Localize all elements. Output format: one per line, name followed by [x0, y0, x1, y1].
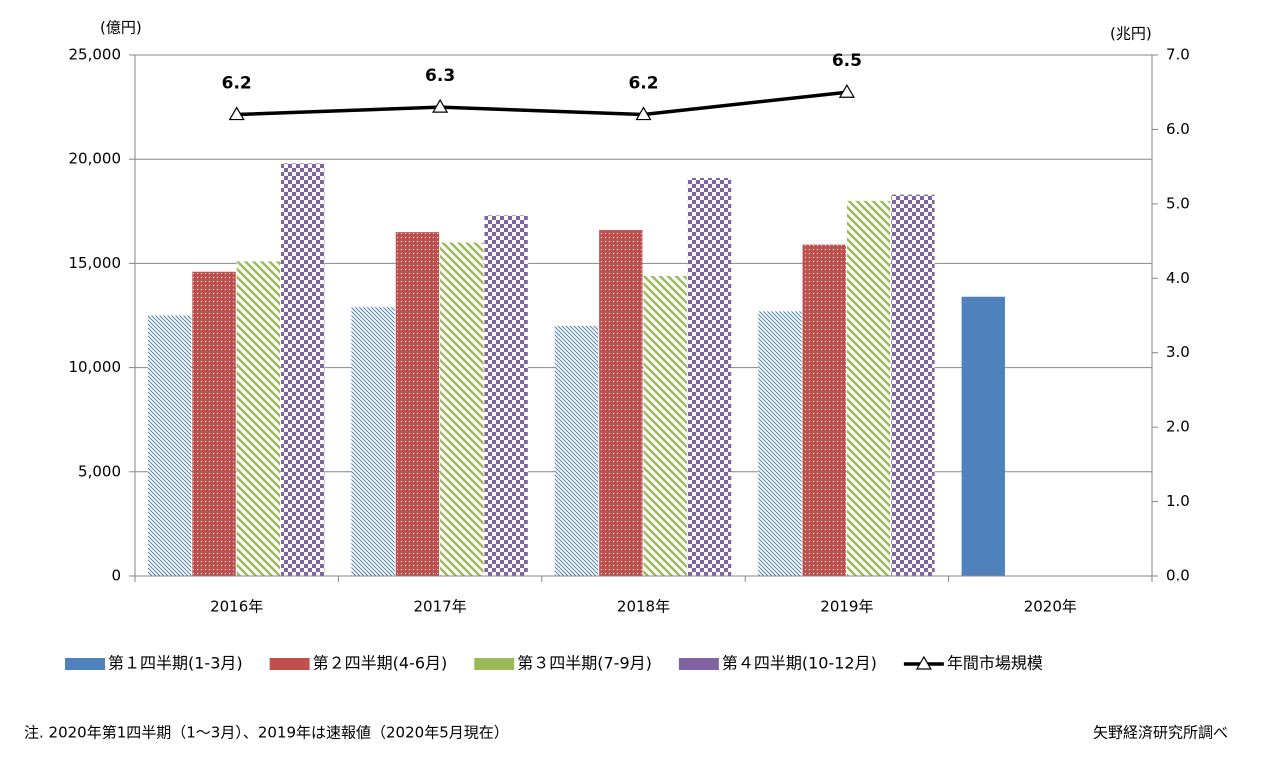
legend-swatch: [474, 658, 515, 670]
y-tick-label: 15,000: [69, 254, 122, 272]
legend-marker: [915, 655, 932, 670]
bar: [554, 325, 599, 576]
legend-swatch: [678, 658, 719, 670]
y-tick-label: 25,000: [69, 46, 122, 64]
x-tick-label: 2017年: [414, 598, 467, 616]
legend-label: 第１四半期(1-3月): [108, 654, 243, 673]
data-label: 6.3: [425, 66, 455, 86]
y2-tick-label: 1.0: [1166, 492, 1190, 510]
y-tick-label: 20,000: [69, 150, 122, 168]
line-marker: [432, 98, 449, 113]
bar: [687, 177, 732, 576]
y-tick-label: 0: [111, 567, 121, 585]
bar: [236, 261, 281, 576]
legend-label: 第３四半期(7-9月): [517, 654, 652, 673]
legend-label: 年間市場規模: [947, 654, 1043, 673]
y-tick-label: 10,000: [69, 358, 122, 376]
legend-label: 第４四半期(10-12月): [722, 654, 877, 673]
bar: [961, 296, 1005, 576]
y2-tick-label: 3.0: [1166, 343, 1190, 361]
line-marker: [635, 106, 652, 121]
line-marker: [838, 84, 855, 98]
line: [236, 90, 848, 117]
bar: [440, 242, 484, 576]
source: 矢野経済研究所調べ: [1093, 724, 1228, 742]
bar: [395, 232, 440, 576]
legend-swatch: [269, 658, 310, 670]
bar: [599, 230, 643, 576]
y2-tick-label: 0.0: [1166, 567, 1190, 585]
data-label: 6.5: [832, 51, 862, 71]
note: 注. 2020年第1四半期（1～3月）、2019年は速報値（2020年5月現在）: [24, 724, 509, 742]
data-label: 6.2: [222, 74, 252, 94]
bar: [891, 194, 935, 577]
data-label: 6.2: [628, 74, 658, 94]
y2-tick-label: 5.0: [1166, 194, 1190, 212]
y-tick-label: 5,000: [78, 462, 121, 480]
y2-tick-label: 2.0: [1166, 418, 1190, 436]
x-tick-label: 2019年: [820, 598, 873, 616]
legend-swatch: [65, 658, 105, 670]
bar: [281, 163, 325, 577]
bar: [846, 200, 891, 576]
y2-axis-label: (兆円): [1110, 25, 1152, 43]
bar: [484, 215, 528, 576]
legend-label: 第２四半期(4-6月): [313, 654, 448, 673]
bar: [351, 307, 395, 576]
y-axis-label: (億円): [100, 19, 142, 37]
y2-tick-label: 6.0: [1166, 120, 1190, 138]
y2-tick-label: 4.0: [1166, 269, 1190, 287]
bar: [802, 244, 846, 577]
line-marker: [228, 106, 245, 121]
bar: [148, 315, 192, 576]
x-tick-label: 2018年: [617, 598, 670, 616]
x-tick-label: 2016年: [210, 598, 263, 616]
bar: [758, 311, 802, 576]
bar: [643, 275, 687, 576]
y2-tick-label: 7.0: [1166, 46, 1190, 64]
bar: [192, 271, 236, 576]
x-tick-label: 2020年: [1024, 598, 1077, 616]
